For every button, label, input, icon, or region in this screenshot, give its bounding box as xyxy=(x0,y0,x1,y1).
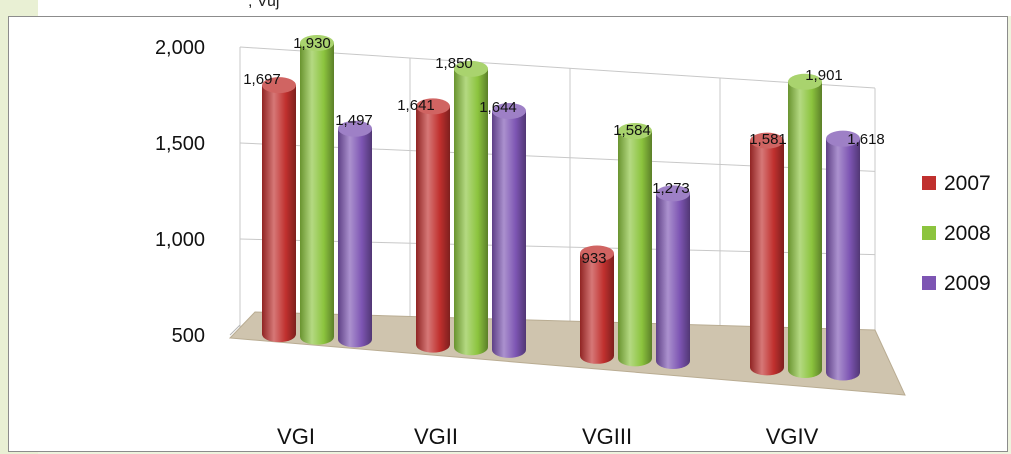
value-label: 1,497 xyxy=(335,112,373,129)
legend-swatch xyxy=(922,226,936,240)
bar-2009-VGIV xyxy=(826,130,860,381)
value-label: 1,930 xyxy=(293,35,331,52)
value-label: 1,584 xyxy=(613,122,651,139)
grid-hline xyxy=(239,46,876,89)
y-tick-label: 1,000 xyxy=(155,229,205,251)
bar-2008-VGI xyxy=(300,35,334,345)
bar-2007-VGIV xyxy=(750,132,784,376)
value-label: 933 xyxy=(581,250,606,267)
legend-label: 2009 xyxy=(944,272,991,295)
bar-2008-VGIV xyxy=(788,73,822,378)
chart-value-labels: 1,697 1,641 933 1,581 1,930 1,850 1,584 1,901 1,… xyxy=(243,35,885,267)
y-tick-label: 1,500 xyxy=(155,133,205,155)
legend-swatch xyxy=(922,276,936,290)
header-text: , Vuj xyxy=(248,0,280,10)
y-tick-label: 2,000 xyxy=(155,37,205,59)
category-label: VGIII xyxy=(582,424,632,449)
y-tick-label: 500 xyxy=(172,325,205,347)
value-label: 1,273 xyxy=(652,180,690,197)
legend-item-2008: 2008 xyxy=(922,222,991,245)
bar-2009-VGII xyxy=(492,102,526,358)
value-label: 1,850 xyxy=(435,55,473,72)
category-label: VGIV xyxy=(766,424,819,449)
value-label: 1,618 xyxy=(847,131,885,148)
legend-item-2007: 2007 xyxy=(922,172,991,195)
bar-2008-VGIII xyxy=(618,123,652,367)
chart-legend: 2007 2008 2009 xyxy=(922,172,991,295)
value-label: 1,581 xyxy=(749,131,787,148)
chart-bars xyxy=(262,35,860,381)
legend-label: 2007 xyxy=(944,172,991,195)
side-wall-line xyxy=(229,324,241,336)
legend-label: 2008 xyxy=(944,222,991,245)
bar-2007-VGIII xyxy=(580,245,614,364)
bar-2007-VGI xyxy=(262,77,296,343)
category-label: VGI xyxy=(277,424,315,449)
bar-2008-VGII xyxy=(454,60,488,356)
legend-item-2009: 2009 xyxy=(922,272,991,295)
legend-swatch xyxy=(922,176,936,190)
bar-2009-VGI xyxy=(338,120,372,348)
chart-floor-plane xyxy=(228,311,906,396)
chart-floor xyxy=(228,311,906,396)
value-label: 1,901 xyxy=(805,67,843,84)
value-label: 1,697 xyxy=(243,71,281,88)
chart-axis-labels: 500 1,000 1,500 2,000 VGI VGII VGIII VGIV xyxy=(155,37,819,449)
bar-2009-VGIII xyxy=(656,185,690,369)
bar-2007-VGII xyxy=(416,98,450,353)
category-label: VGII xyxy=(414,424,458,449)
header-strip: , Vuj xyxy=(38,0,1011,16)
value-label: 1,641 xyxy=(397,97,435,114)
value-label: 1,644 xyxy=(479,99,517,116)
